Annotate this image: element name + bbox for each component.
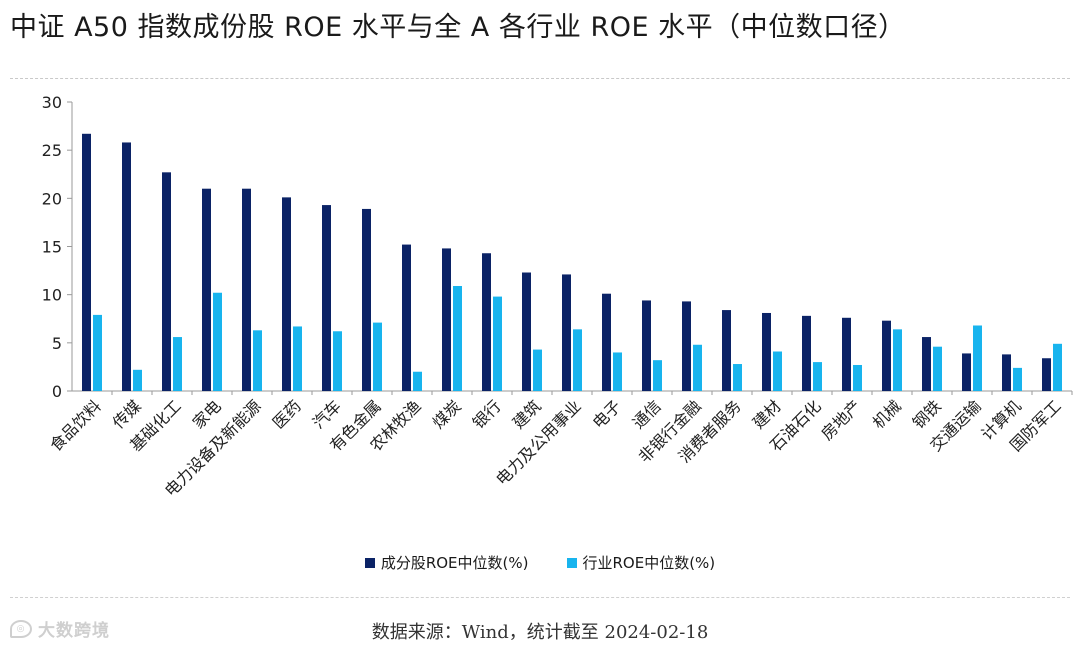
bar-industry [853,364,862,391]
bar-constituent [402,244,411,391]
bar-constituent [82,133,91,392]
legend-item-constituent: 成分股ROE中位数(%) [364,552,529,574]
bar-industry [213,292,222,391]
legend-label-industry: 行业ROE中位数(%) [582,554,716,572]
data-source: 数据来源：Wind，统计截至 2024-02-18 [371,622,709,643]
y-tick-label: 15 [42,238,62,257]
chart-title: 中证 A50 指数成份股 ROE 水平与全 A 各行业 ROE 水平（中位数口径… [10,12,906,43]
title-divider [10,78,1070,79]
x-tick-label: 银行 [469,396,505,432]
bar-industry [653,360,662,391]
legend-swatch-constituent [364,558,375,568]
watermark: ◎ 大数跨境 [10,616,110,641]
bar-constituent [842,317,851,391]
bar-constituent [642,300,651,391]
watermark-logo-icon: ◎ [10,619,32,638]
source-divider [10,597,1070,598]
bar-industry [893,329,902,391]
bar-industry [773,351,782,391]
bar-constituent [362,208,371,391]
y-tick-label: 5 [52,334,62,353]
bar-constituent [242,188,251,391]
watermark-text: 大数跨境 [38,621,110,641]
bar-constituent [1002,354,1011,391]
legend-swatch-industry [566,558,577,568]
y-tick-label: 20 [42,189,62,208]
bar-constituent [1042,358,1051,391]
y-tick-label: 25 [42,141,62,160]
y-tick-label: 30 [42,93,62,112]
bar-constituent [442,248,451,391]
bar-constituent [202,188,211,391]
bar-industry [133,369,142,391]
bar-industry [453,285,462,391]
bar-constituent [562,274,571,391]
bar-industry [1053,343,1062,391]
x-tick-label: 煤炭 [429,396,465,432]
legend: 成分股ROE中位数(%) 行业ROE中位数(%) [0,552,1080,574]
bar-industry [573,329,582,391]
bar-constituent [162,172,171,391]
y-tick-label: 10 [42,286,62,305]
bar-industry [93,314,102,391]
legend-label-constituent: 成分股ROE中位数(%) [380,554,529,572]
legend-item-industry: 行业ROE中位数(%) [566,552,716,574]
bar-constituent [282,197,291,391]
bar-industry [373,322,382,391]
bar-industry [533,349,542,391]
bar-constituent [322,205,331,391]
bar-constituent [762,312,771,391]
bar-industry [973,325,982,391]
x-tick-label: 医药 [269,396,305,432]
bar-industry [493,296,502,391]
bar-industry [613,352,622,391]
bar-industry [733,364,742,391]
bar-constituent [922,337,931,391]
bar-industry [813,362,822,391]
bar-industry [1013,367,1022,391]
bar-constituent [122,142,131,391]
bar-industry [173,337,182,391]
x-tick-label: 机械 [869,396,905,432]
bar-constituent [882,320,891,391]
bar-industry [693,344,702,391]
bar-industry [333,331,342,391]
bar-constituent [962,353,971,391]
bar-industry [413,371,422,391]
y-tick-label: 0 [52,382,62,401]
bar-constituent [522,272,531,391]
bar-constituent [722,310,731,391]
bar-constituent [682,301,691,391]
bar-constituent [602,293,611,391]
x-tick-label: 房地产 [817,396,864,443]
bar-industry [933,346,942,391]
bar-industry [253,330,262,391]
x-tick-label: 食品饮料 [46,396,105,455]
bar-constituent [482,253,491,391]
x-tick-label: 电子 [589,396,625,432]
bar-industry [293,326,302,391]
bar-constituent [802,315,811,391]
